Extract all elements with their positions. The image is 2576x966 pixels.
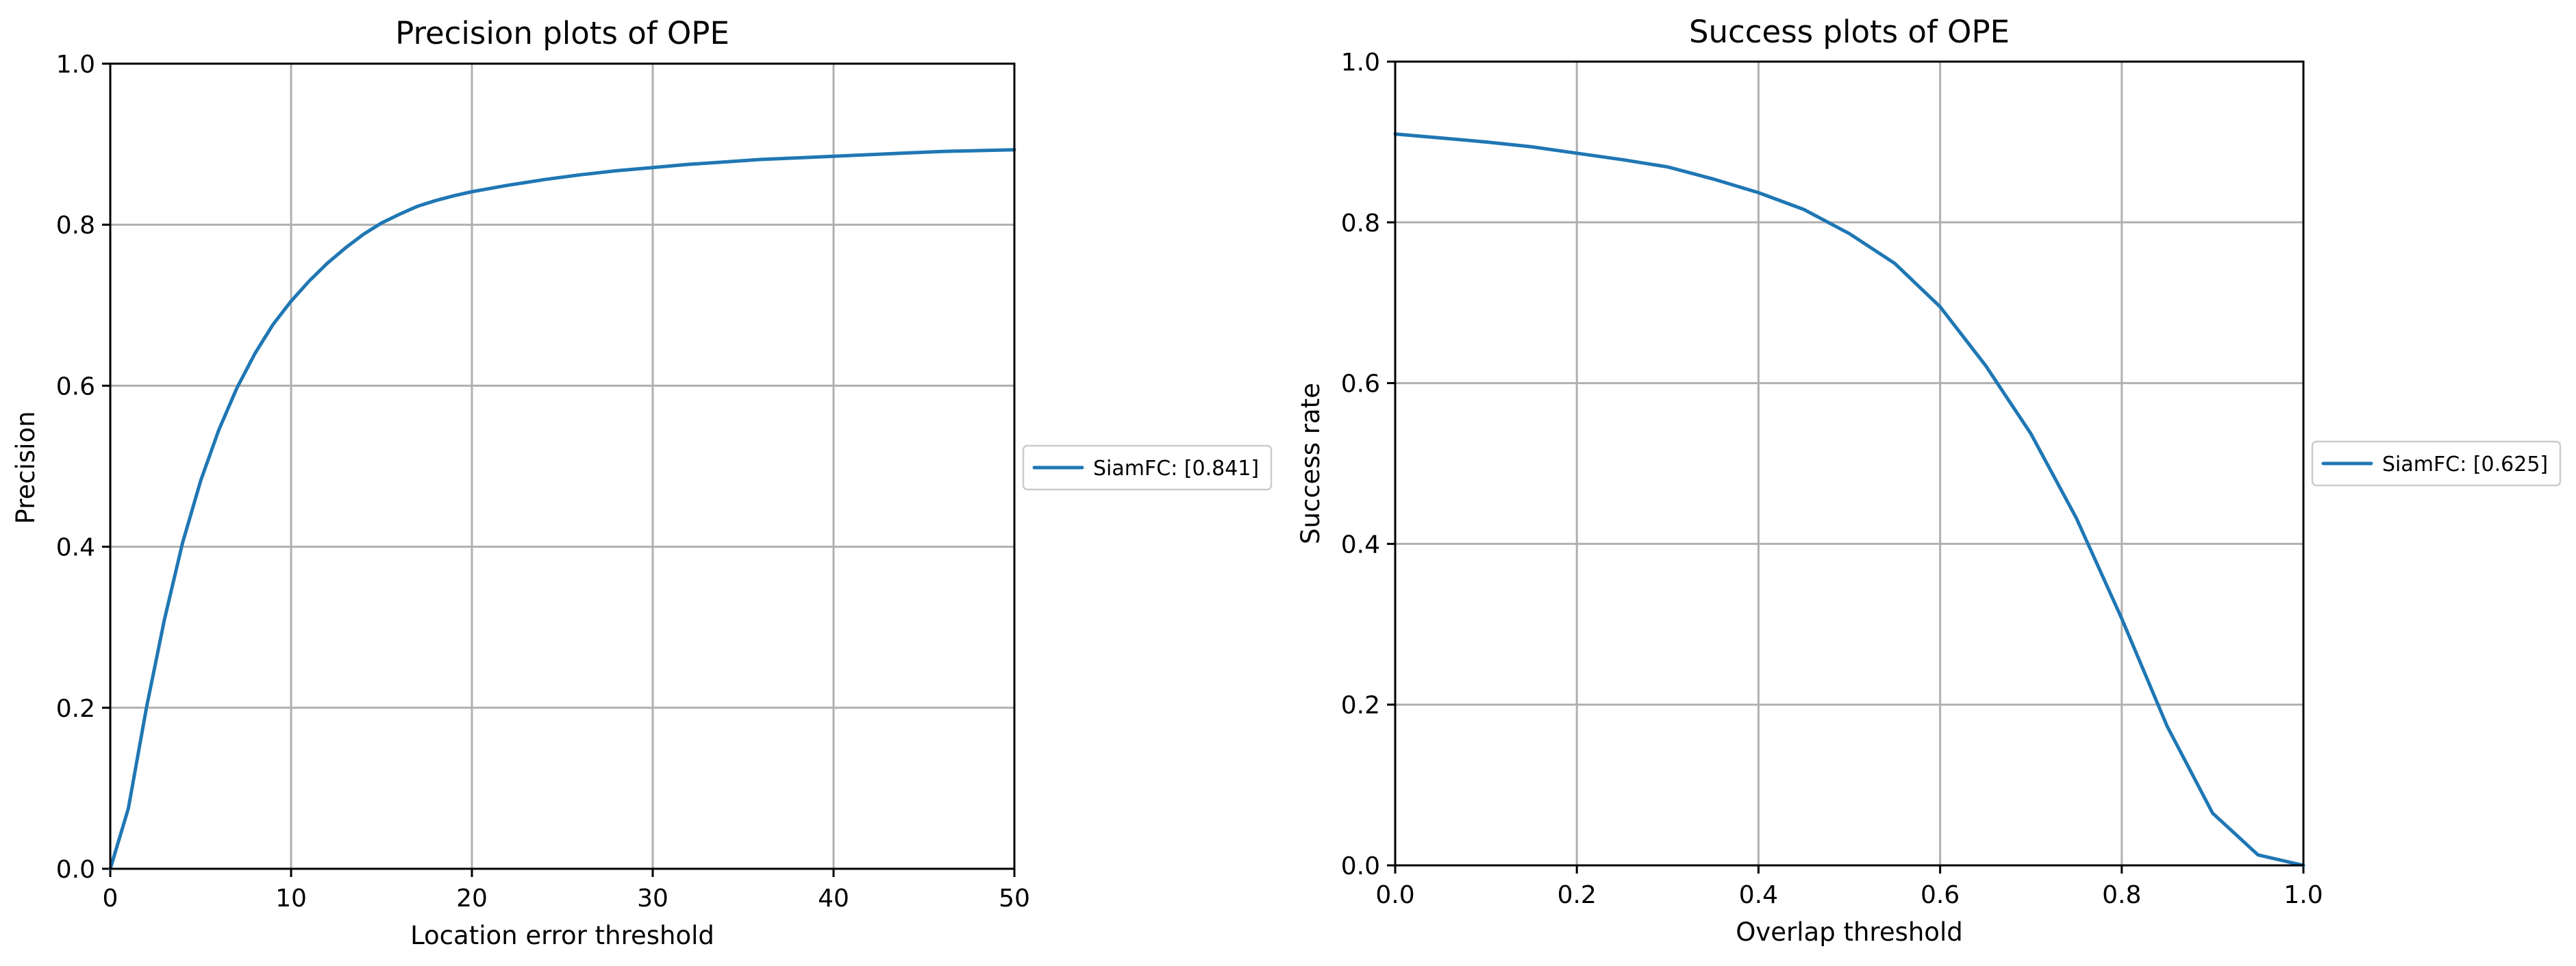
precision-plot-frame	[109, 62, 1016, 870]
success-legend: SiamFC: [0.625]	[2311, 440, 2562, 487]
precision-y-tick-label: 1.0	[56, 51, 95, 79]
success-legend-box	[2311, 440, 2562, 487]
precision-x-tick-label: 50	[999, 885, 1030, 913]
precision-x-axis-label: Location error threshold	[410, 921, 714, 950]
success-x-axis-label: Overlap threshold	[1736, 917, 1962, 947]
success-y-tick-label: 0.0	[1341, 852, 1380, 880]
success-y-axis-label: Success rate	[1296, 383, 1325, 544]
precision-ticks: 0 10 20 30 40 50 0.0 0.2 0.4 0.6 0.8 1.0	[56, 51, 1030, 913]
success-series-line	[1393, 132, 2305, 867]
precision-y-tick-label: 0.0	[56, 856, 95, 884]
precision-y-tick-label: 0.2	[56, 695, 95, 723]
precision-legend-label: SiamFC: [0.841]	[1093, 457, 1259, 481]
success-x-tick-label: 0.0	[1375, 881, 1414, 909]
success-y-tick-label: 0.8	[1341, 209, 1380, 238]
success-x-tick-label: 0.6	[1921, 881, 1960, 909]
precision-series-line	[108, 148, 1016, 871]
precision-x-tick-label: 30	[637, 885, 668, 913]
precision-legend: SiamFC: [0.841]	[1022, 444, 1273, 491]
success-grid	[1394, 60, 2305, 867]
precision-chart-title: Precision plots of OPE	[395, 15, 729, 51]
precision-series	[108, 148, 1016, 871]
success-y-tick-label: 1.0	[1341, 49, 1380, 77]
success-ticks: 0.0 0.2 0.4 0.6 0.8 1.0 0.0 0.2 0.4 0.6 0.8 1.0	[1341, 49, 2323, 909]
precision-chart: Precision plots of OPE Location error th…	[11, 15, 1273, 950]
precision-y-axis-label: Precision	[11, 411, 40, 524]
precision-x-tick-label: 10	[275, 885, 307, 913]
precision-x-tick-label: 20	[456, 885, 488, 913]
success-legend-label: SiamFC: [0.625]	[2382, 453, 2548, 476]
success-x-tick-label: 0.8	[2102, 881, 2141, 909]
success-x-tick-label: 1.0	[2284, 881, 2323, 909]
success-y-tick-label: 0.4	[1341, 531, 1380, 559]
precision-y-tick-label: 0.6	[56, 372, 95, 401]
success-x-tick-label: 0.4	[1739, 881, 1778, 909]
success-chart: Success plots of OPE Overlap threshold S…	[1296, 14, 2562, 947]
success-plot-frame	[1394, 60, 2305, 867]
precision-y-tick-label: 0.4	[56, 534, 95, 562]
precision-grid	[109, 62, 1016, 870]
success-x-tick-label: 0.2	[1558, 881, 1597, 909]
precision-y-tick-label: 0.8	[56, 212, 95, 240]
success-series	[1393, 132, 2305, 867]
success-y-tick-label: 0.6	[1341, 370, 1380, 398]
precision-x-tick-label: 40	[818, 885, 849, 913]
precision-legend-box	[1022, 444, 1273, 491]
success-y-tick-label: 0.2	[1341, 691, 1380, 720]
success-chart-title: Success plots of OPE	[1689, 14, 2010, 50]
precision-x-tick-label: 0	[103, 885, 118, 913]
